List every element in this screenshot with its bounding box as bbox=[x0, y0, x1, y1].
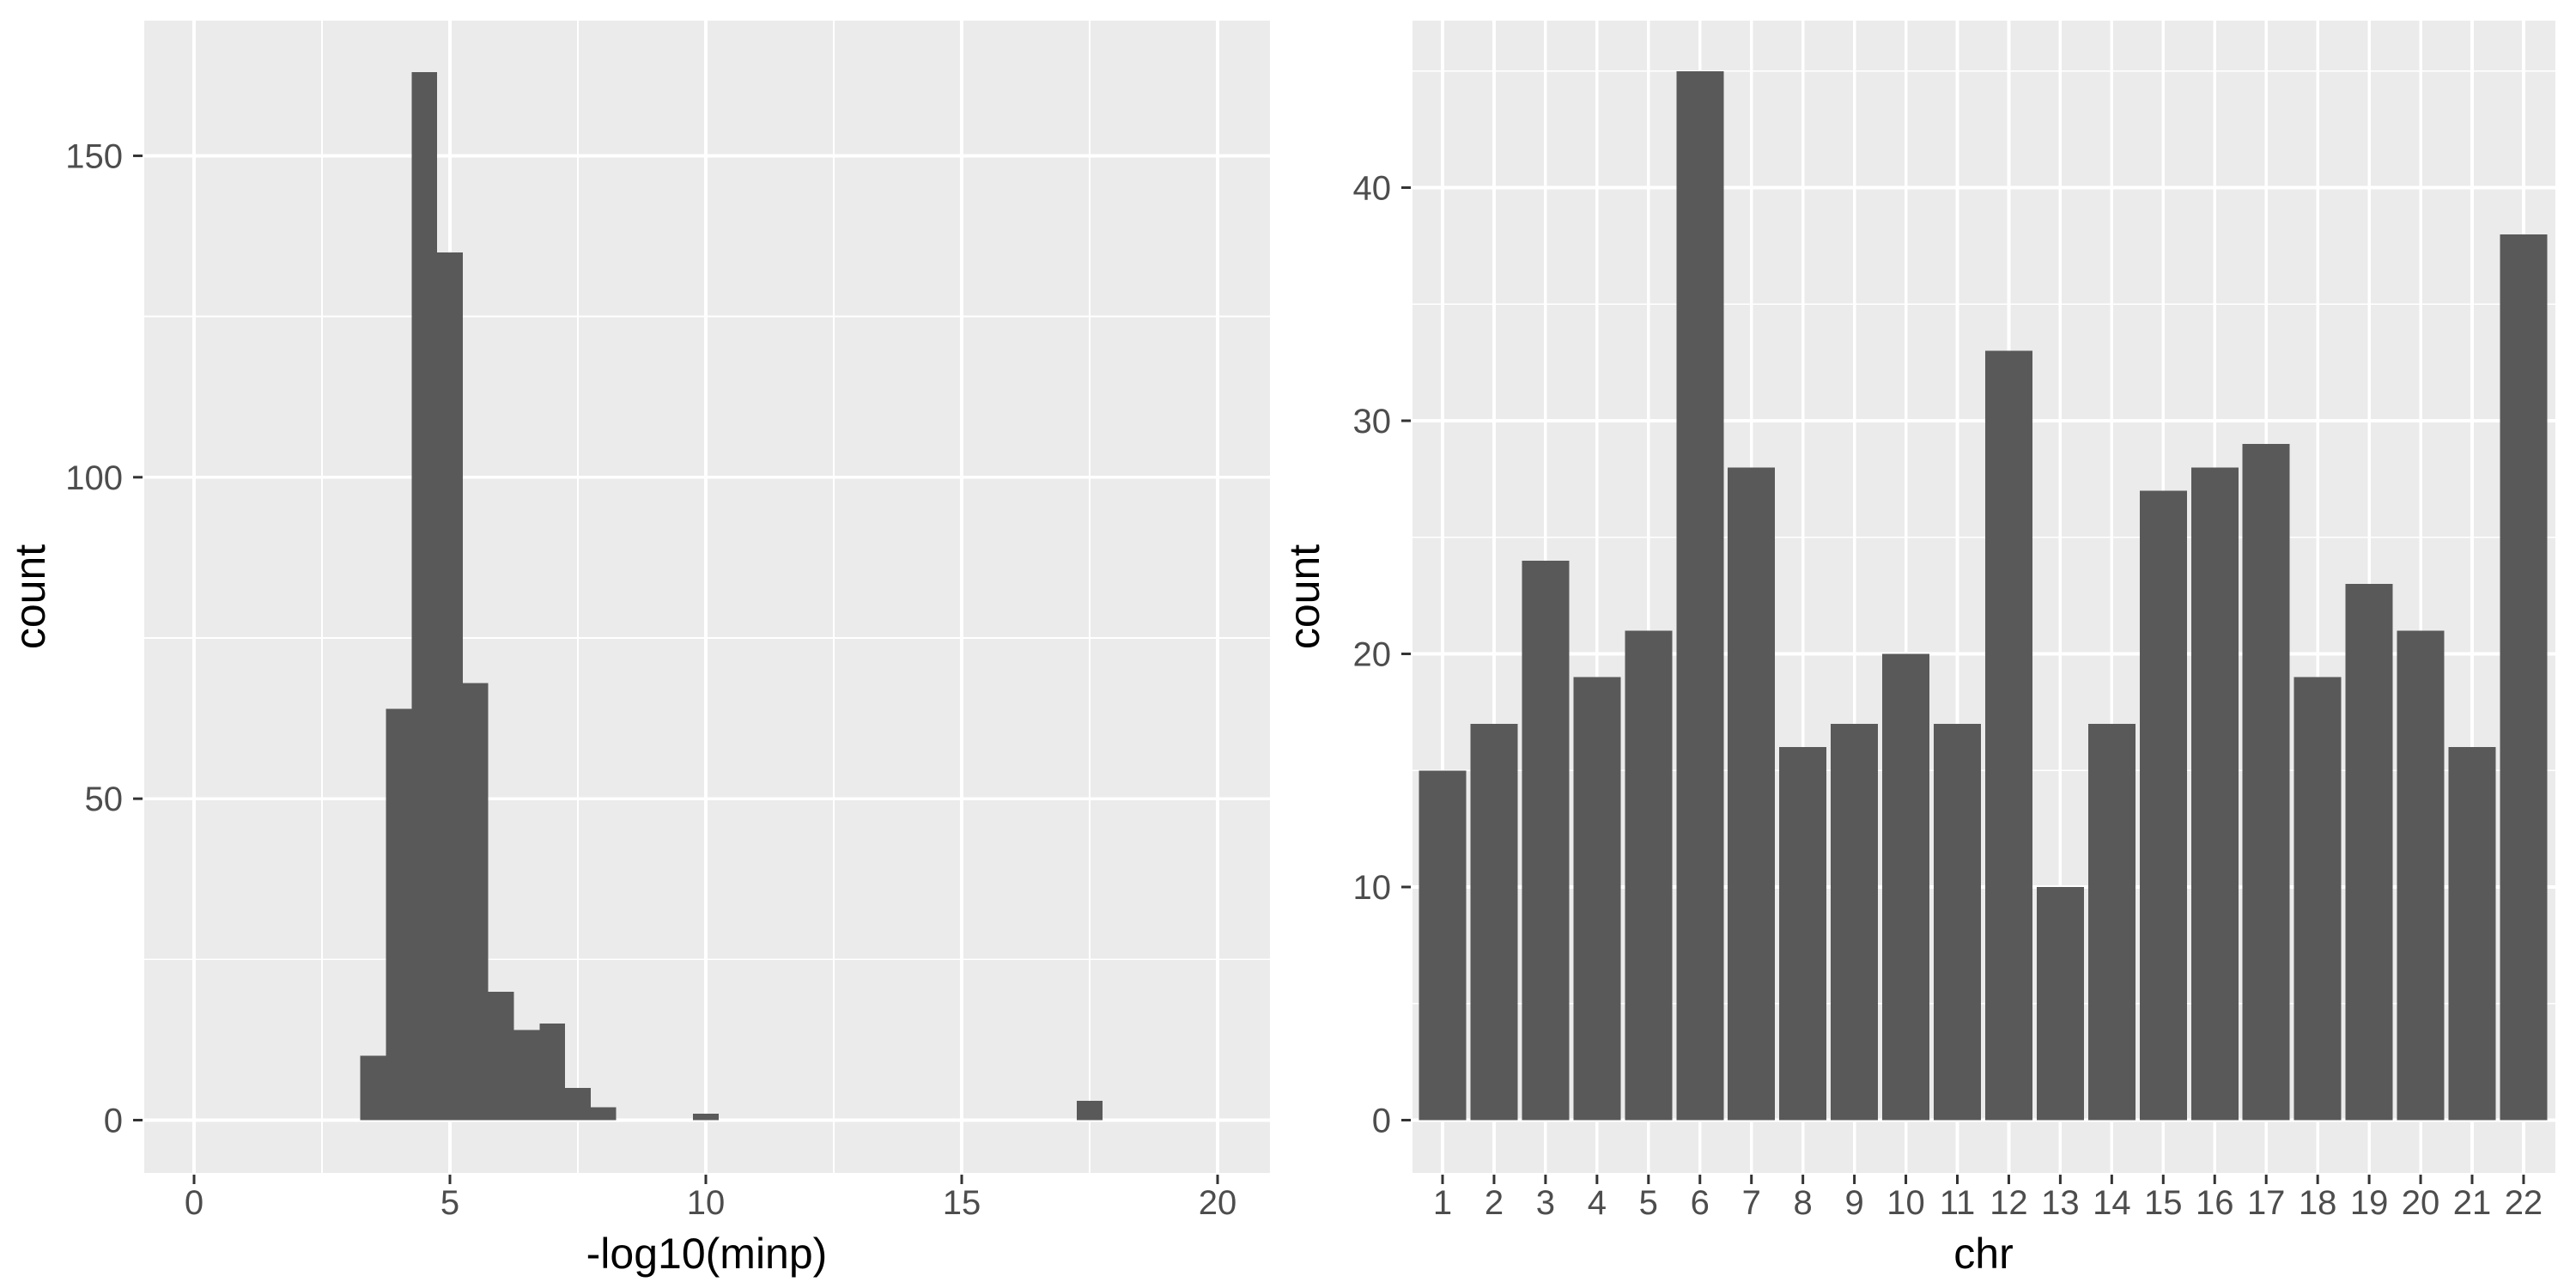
bar-chr-21 bbox=[2448, 747, 2496, 1121]
bar-chr-16 bbox=[2190, 467, 2239, 1121]
y-tick-label: 20 bbox=[1353, 636, 1392, 674]
x-tick-label: 13 bbox=[2041, 1184, 2080, 1222]
x-tick-label: 5 bbox=[1639, 1184, 1658, 1222]
x-tick-label: 21 bbox=[2453, 1184, 2492, 1222]
bar-chr-4 bbox=[1573, 677, 1621, 1121]
bar-chr-1 bbox=[1419, 770, 1467, 1121]
x-tick-label: 4 bbox=[1588, 1184, 1607, 1222]
y-tick-label: 0 bbox=[1372, 1103, 1391, 1140]
x-tick-label: 16 bbox=[2196, 1184, 2234, 1222]
bar-chr-15 bbox=[2139, 490, 2187, 1121]
bar-chr-18 bbox=[2293, 677, 2342, 1121]
bar-chr-11 bbox=[1934, 723, 1981, 1121]
x-tick-label: 2 bbox=[1485, 1184, 1504, 1222]
bar-chr-2 bbox=[1470, 723, 1518, 1121]
histogram-bar bbox=[565, 1088, 591, 1121]
bar-chr-10 bbox=[1882, 653, 1930, 1121]
x-tick-label: 20 bbox=[1199, 1184, 1237, 1222]
histogram-bar bbox=[488, 991, 514, 1121]
x-tick-label: 12 bbox=[1990, 1184, 2028, 1222]
left-x-axis-title: -log10(minp) bbox=[586, 1230, 828, 1278]
right-x-axis-title: chr bbox=[1953, 1230, 2013, 1278]
bar-chr-19 bbox=[2345, 584, 2393, 1121]
bar-chr-12 bbox=[1984, 350, 2032, 1121]
bar-chr-22 bbox=[2500, 234, 2548, 1121]
y-tick-label: 150 bbox=[65, 137, 123, 175]
x-tick-label: 22 bbox=[2505, 1184, 2543, 1222]
x-tick-label: 10 bbox=[1886, 1184, 1925, 1222]
y-tick-label: 10 bbox=[1353, 869, 1392, 907]
x-tick-label: 19 bbox=[2350, 1184, 2389, 1222]
histogram-bar bbox=[462, 683, 489, 1121]
y-tick-label: 30 bbox=[1353, 403, 1392, 440]
bar-chr-3 bbox=[1522, 560, 1570, 1121]
histogram-bar bbox=[693, 1114, 719, 1121]
histogram-bar bbox=[590, 1107, 617, 1121]
x-tick-label: 18 bbox=[2299, 1184, 2337, 1222]
x-tick-label: 11 bbox=[1940, 1184, 1976, 1222]
bar-chr-8 bbox=[1779, 747, 1827, 1121]
y-tick-label: 0 bbox=[104, 1103, 123, 1140]
x-tick-label: 5 bbox=[440, 1184, 459, 1222]
x-tick-label: 14 bbox=[2093, 1184, 2131, 1222]
x-tick-label: 3 bbox=[1536, 1184, 1555, 1222]
y-tick-label: 100 bbox=[65, 459, 123, 497]
y-tick-label: 40 bbox=[1353, 170, 1392, 208]
x-tick-label: 17 bbox=[2247, 1184, 2286, 1222]
bar-chr-13 bbox=[2036, 887, 2084, 1121]
histogram-bar bbox=[360, 1055, 386, 1121]
histogram-bar bbox=[513, 1030, 540, 1121]
x-tick-label: 0 bbox=[185, 1184, 204, 1222]
bar-chr-5 bbox=[1625, 630, 1673, 1121]
x-tick-label: 8 bbox=[1794, 1184, 1813, 1222]
histogram-bar bbox=[1077, 1101, 1103, 1121]
left-y-axis-title: count bbox=[6, 544, 54, 649]
x-tick-label: 6 bbox=[1691, 1184, 1710, 1222]
x-tick-label: 7 bbox=[1742, 1184, 1761, 1222]
x-tick-label: 9 bbox=[1844, 1184, 1863, 1222]
x-tick-label: 1 bbox=[1433, 1184, 1452, 1222]
x-tick-label: 20 bbox=[2402, 1184, 2440, 1222]
y-tick-label: 50 bbox=[85, 781, 124, 818]
histogram-bar bbox=[539, 1024, 566, 1121]
histogram-bar bbox=[437, 252, 463, 1121]
bar-chr-14 bbox=[2087, 723, 2136, 1121]
x-tick-label: 10 bbox=[687, 1184, 726, 1222]
bar-chr-17 bbox=[2242, 444, 2290, 1121]
x-tick-label: 15 bbox=[2144, 1184, 2183, 1222]
histogram-bar bbox=[411, 72, 438, 1121]
bar-chr-9 bbox=[1831, 723, 1879, 1121]
right-y-axis-title: count bbox=[1280, 544, 1328, 649]
histogram-bar bbox=[386, 708, 412, 1121]
bar-chr-20 bbox=[2397, 630, 2445, 1121]
bar-chr-7 bbox=[1728, 467, 1776, 1121]
bar-chr-6 bbox=[1676, 70, 1724, 1121]
x-tick-label: 15 bbox=[943, 1184, 981, 1222]
